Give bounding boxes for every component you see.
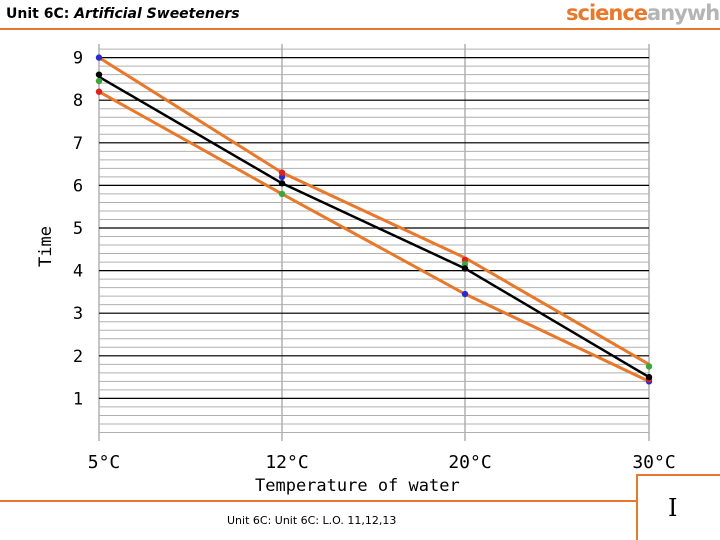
y-tick-label: 5 xyxy=(73,219,83,239)
y-tick-label: 3 xyxy=(73,304,83,324)
x-tick-label: 30°C xyxy=(632,452,675,473)
x-tick-label: 20°C xyxy=(448,452,491,473)
data-point xyxy=(95,71,103,78)
footer-text: Unit 6C: Unit 6C: L.O. 11,12,13 xyxy=(227,514,397,527)
chart-grid xyxy=(98,44,650,441)
y-tick-label: 8 xyxy=(73,91,83,111)
x-tick-label: 12°C xyxy=(265,452,308,473)
slide-title-prefix: Unit 6C: xyxy=(6,6,75,22)
x-tick-labels: 5°C 12°C 20°C 30°C xyxy=(88,452,676,473)
y-tick-label: 9 xyxy=(73,49,83,69)
y-tick-label: 6 xyxy=(73,176,83,196)
data-point xyxy=(645,363,653,370)
y-tick-label: 1 xyxy=(73,389,83,409)
data-point xyxy=(95,54,103,61)
brand-logo: scienceanywhere xyxy=(566,1,720,25)
data-point xyxy=(95,88,103,95)
brand-logo-part2: anywhere xyxy=(647,1,720,25)
x-axis-label: Temperature of water xyxy=(255,476,460,496)
y-tick-label: 2 xyxy=(73,347,83,367)
y-tick-labels: 1 2 3 4 5 6 7 8 9 xyxy=(73,49,83,410)
slide-title: Unit 6C: Artificial Sweeteners xyxy=(6,6,240,22)
footer-mark: I xyxy=(668,494,678,522)
chart-points xyxy=(95,54,653,385)
footer-divider xyxy=(0,500,636,502)
header-divider xyxy=(0,28,720,30)
best-fit-line xyxy=(98,75,650,379)
y-axis-label: Time xyxy=(36,226,56,267)
range-line xyxy=(98,56,650,366)
data-point xyxy=(95,77,103,85)
footer-corner-box xyxy=(636,474,720,540)
data-point xyxy=(645,373,653,381)
y-tick-label: 4 xyxy=(73,262,83,282)
brand-logo-part1: science xyxy=(566,1,648,25)
y-tick-label: 7 xyxy=(73,134,83,154)
data-point xyxy=(461,290,469,298)
chart-lines xyxy=(98,56,650,383)
data-point xyxy=(278,190,286,198)
slide-title-topic: Artificial Sweeteners xyxy=(74,6,240,22)
data-point xyxy=(461,265,469,272)
data-point xyxy=(278,180,286,187)
range-line xyxy=(98,90,650,383)
data-point xyxy=(278,169,286,176)
x-tick-label: 5°C xyxy=(88,452,121,473)
